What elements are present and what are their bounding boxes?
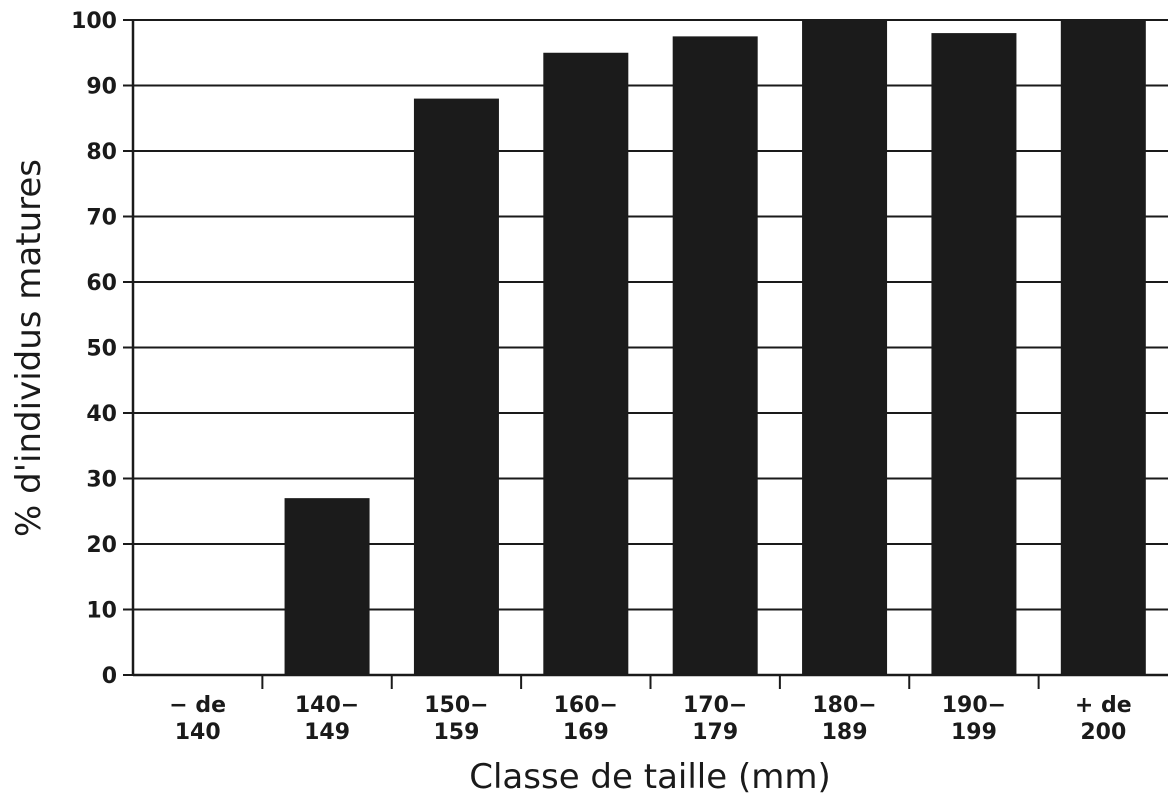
x-tick-label: + de bbox=[1075, 693, 1132, 718]
y-tick-label: 50 bbox=[86, 337, 117, 362]
x-tick-label: 199 bbox=[951, 720, 997, 745]
y-tick-labels: 0 10 20 30 40 50 60 70 80 90 100 bbox=[71, 9, 117, 689]
bar-1 bbox=[284, 498, 370, 675]
x-tick-labels: − de140140−149150−159160−169170−179180−1… bbox=[169, 693, 1131, 745]
y-tick-label: 70 bbox=[86, 206, 117, 231]
bar-5 bbox=[802, 20, 888, 675]
x-tick-label: 140 bbox=[175, 720, 221, 745]
x-tick-label: 140− bbox=[295, 693, 359, 718]
y-tick-label: 100 bbox=[71, 9, 117, 34]
x-tick-label: 189 bbox=[822, 720, 868, 745]
y-tick-label: 90 bbox=[86, 75, 117, 100]
y-tick-label: 80 bbox=[86, 140, 117, 165]
bar-4 bbox=[672, 36, 758, 675]
x-tick-label: 149 bbox=[304, 720, 350, 745]
bar-2 bbox=[413, 98, 499, 676]
bar-6 bbox=[931, 33, 1017, 676]
x-tick-label: 179 bbox=[692, 720, 738, 745]
y-tick-label: 10 bbox=[86, 599, 117, 624]
x-tick-label: 159 bbox=[433, 720, 479, 745]
x-axis-title: Classe de taille (mm) bbox=[469, 757, 830, 797]
y-tick-label: 20 bbox=[86, 533, 117, 558]
y-axis-title: % d'individus matures bbox=[9, 159, 49, 537]
y-tick-label: 60 bbox=[86, 271, 117, 296]
x-tick-label: 150− bbox=[424, 693, 488, 718]
x-tick-label: 180− bbox=[812, 693, 876, 718]
x-tick-label: 160− bbox=[554, 693, 618, 718]
bar-7 bbox=[1060, 20, 1146, 675]
y-tick-label: 0 bbox=[102, 664, 117, 689]
x-tick-label: 200 bbox=[1080, 720, 1126, 745]
x-tick-label: 170− bbox=[683, 693, 747, 718]
x-tick-label: 190− bbox=[942, 693, 1006, 718]
x-tick-label: − de bbox=[169, 693, 226, 718]
x-tick-label: 169 bbox=[563, 720, 609, 745]
bar-3 bbox=[543, 52, 629, 675]
y-tick-label: 30 bbox=[86, 468, 117, 493]
y-tick-label: 40 bbox=[86, 402, 117, 427]
bars bbox=[284, 20, 1146, 676]
axes bbox=[123, 19, 1168, 689]
